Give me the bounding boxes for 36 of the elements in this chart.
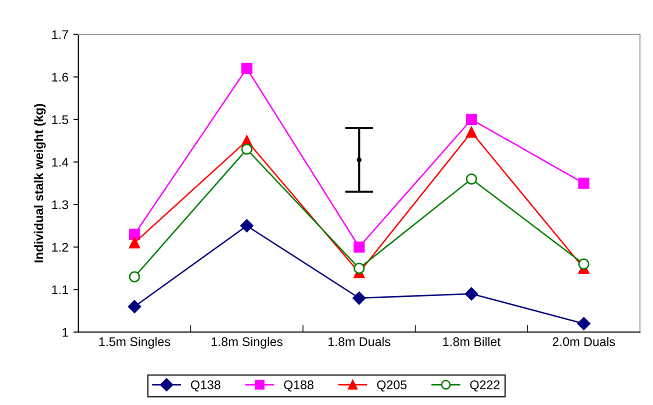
y-tick-label: 1 xyxy=(62,328,68,337)
point xyxy=(128,271,140,282)
point xyxy=(128,300,142,314)
point xyxy=(577,317,590,330)
point xyxy=(354,262,365,274)
point xyxy=(578,178,590,189)
legend-label: Q188 xyxy=(284,380,314,392)
point xyxy=(354,241,365,253)
x-tick-label: 1.8m Billet xyxy=(443,336,501,346)
y-tick-label: 1.4 xyxy=(52,158,68,167)
legend-label: Q205 xyxy=(377,380,407,392)
point xyxy=(466,114,478,126)
point xyxy=(356,157,362,162)
point xyxy=(128,237,140,248)
point xyxy=(578,258,590,270)
y-tick-label: 1.2 xyxy=(52,242,68,252)
point xyxy=(128,228,140,240)
x-tick-label: 1.5m Singles xyxy=(99,336,170,349)
point xyxy=(352,291,366,305)
y-tick-label: 1.3 xyxy=(52,200,68,210)
point xyxy=(241,144,252,155)
x-tick-label: 1.8m Duals xyxy=(328,336,390,346)
legend-label: Q138 xyxy=(190,380,220,392)
y-tick-label: 1.7 xyxy=(52,30,68,39)
point xyxy=(241,62,252,74)
point xyxy=(240,219,254,232)
legend-label: Q222 xyxy=(470,380,500,392)
point xyxy=(464,287,478,300)
x-tick-label: 1.8m Singles xyxy=(212,336,283,349)
y-tick-label: 1.1 xyxy=(52,286,68,294)
point xyxy=(466,173,478,185)
point xyxy=(466,126,478,138)
y-axis-title: Individual stalk weight (kg) xyxy=(34,104,46,262)
x-tick-label: 2.0m Duals xyxy=(552,336,615,346)
y-tick-label: 1.5 xyxy=(52,115,68,124)
y-tick-label: 1.6 xyxy=(52,72,68,82)
